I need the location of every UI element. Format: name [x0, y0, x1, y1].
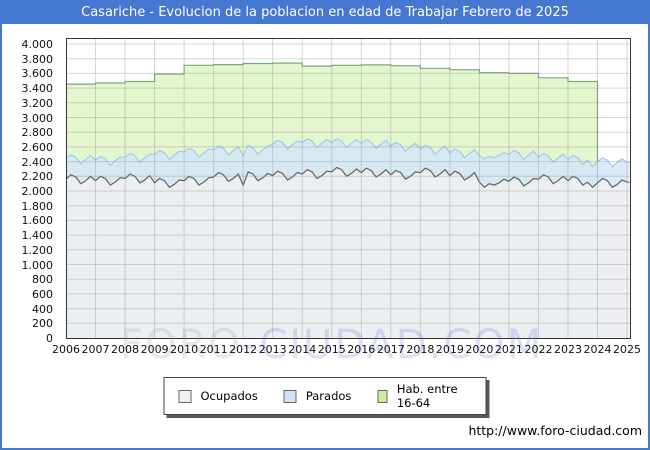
x-tick-label: 2025: [613, 343, 642, 356]
y-tick-label: 1.800: [21, 199, 54, 213]
y-tick-label: 1.200: [21, 243, 54, 257]
legend-item-hab-16-64: Hab. entre 16-64: [377, 382, 471, 410]
y-tick-label: 2.400: [21, 155, 54, 169]
x-tick-label: 2019: [435, 343, 464, 356]
y-tick-label: 3.800: [21, 52, 54, 66]
x-tick-label: 2022: [524, 343, 553, 356]
y-tick-label: 0: [46, 332, 53, 345]
chart-plot-area: [66, 38, 631, 339]
x-tick-label: 2014: [288, 343, 317, 356]
legend-item-ocupados: Ocupados: [178, 389, 258, 403]
legend-swatch-hab-16-64: [377, 389, 388, 403]
y-axis-labels: 4.000 3.800 3.600 3.400 3.200 3.000 2.800 2.600…: [2, 2, 59, 448]
legend-label-parados: Parados: [305, 389, 352, 403]
x-tick-label: 2006: [52, 343, 80, 356]
x-tick-label: 2017: [376, 343, 405, 356]
y-tick-label: 600: [32, 287, 53, 301]
y-tick-label: 3.600: [21, 67, 54, 81]
y-tick-label: 1.000: [21, 258, 54, 272]
y-tick-label: 200: [32, 317, 53, 331]
y-tick-label: 3.200: [21, 96, 54, 110]
y-tick-label: 800: [32, 273, 53, 287]
y-tick-label: 2.000: [21, 185, 54, 198]
page-title: Casariche - Evolucion de la poblacion en…: [81, 5, 569, 20]
footer-url[interactable]: http://www.foro-ciudad.com: [468, 423, 642, 438]
legend-item-parados: Parados: [283, 389, 352, 403]
y-tick-label: 1.400: [21, 229, 54, 243]
y-tick-label: 2.600: [21, 140, 54, 154]
x-tick-label: 2015: [317, 343, 346, 356]
y-tick-label: 2.800: [21, 126, 54, 140]
y-tick-label: 400: [32, 302, 53, 316]
y-tick-label: 4.000: [21, 38, 54, 51]
y-tick-label: 3.400: [21, 82, 54, 96]
legend-label-ocupados: Ocupados: [200, 389, 258, 403]
legend-label-hab-16-64: Hab. entre 16-64: [396, 382, 458, 410]
x-tick-label: 2020: [465, 343, 494, 356]
title-bar: Casariche - Evolucion de la poblacion en…: [2, 2, 648, 24]
y-tick-label: 2.200: [21, 170, 54, 184]
watermark-text-left: FORO: [120, 322, 243, 368]
x-tick-label: 2018: [406, 343, 435, 356]
x-tick-label: 2008: [111, 343, 140, 356]
x-tick-label: 2011: [199, 343, 228, 356]
x-tick-label: 2007: [81, 343, 110, 356]
x-tick-label: 2013: [258, 343, 287, 356]
x-tick-label: 2023: [553, 343, 582, 356]
x-tick-label: 2016: [347, 343, 376, 356]
x-tick-label: 2012: [229, 343, 258, 356]
y-tick-label: 3.000: [21, 111, 54, 125]
x-tick-label: 2009: [140, 343, 169, 356]
watermark-text-right: -CIUDAD.COM: [242, 322, 544, 368]
x-tick-label: 2021: [494, 343, 523, 356]
y-tick-label: 1.600: [21, 214, 54, 228]
legend-swatch-parados: [283, 389, 297, 403]
legend-swatch-ocupados: [178, 389, 192, 403]
x-tick-label: 2010: [170, 343, 199, 356]
legend: Ocupados Parados Hab. entre 16-64: [163, 377, 487, 415]
watermark: FORO-CIUDAD.COM: [120, 322, 543, 368]
x-tick-label: 2024: [583, 343, 612, 356]
